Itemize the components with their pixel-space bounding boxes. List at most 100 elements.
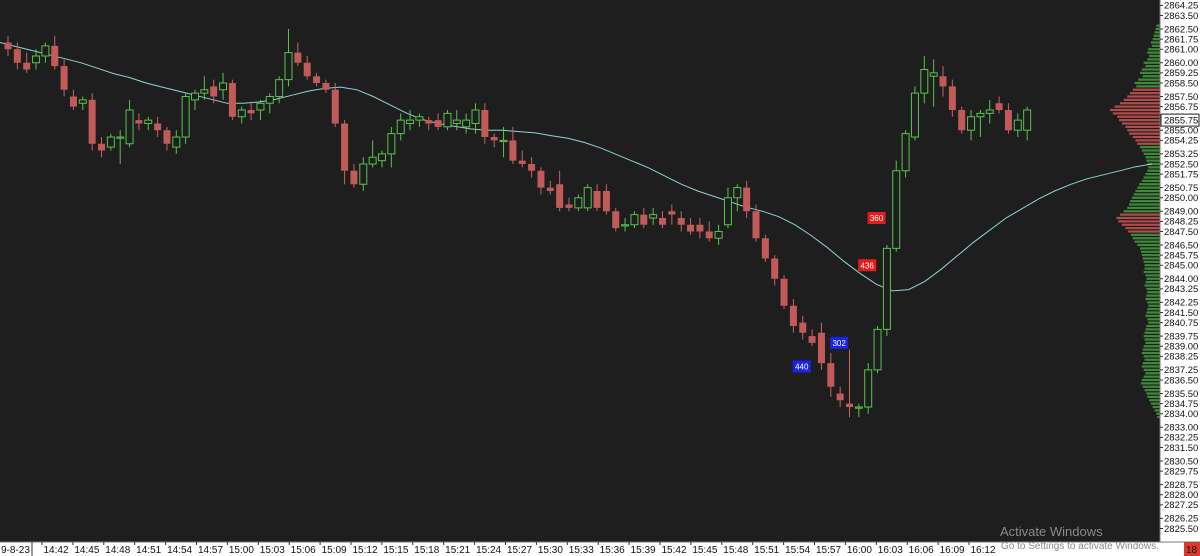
candle[interactable]: [163, 126, 171, 151]
candle[interactable]: [854, 403, 863, 418]
candle[interactable]: [640, 207, 648, 229]
candle[interactable]: [528, 157, 536, 178]
candle[interactable]: [331, 83, 339, 127]
candle[interactable]: [368, 140, 377, 168]
candle[interactable]: [583, 184, 592, 212]
candle[interactable]: [350, 164, 358, 188]
candle[interactable]: [574, 194, 583, 212]
candle[interactable]: [228, 79, 236, 121]
candle[interactable]: [808, 329, 816, 347]
candle[interactable]: [882, 245, 891, 337]
order-marker-436[interactable]: 436: [858, 259, 877, 272]
candle[interactable]: [659, 211, 666, 229]
candle[interactable]: [172, 130, 181, 154]
candle[interactable]: [901, 130, 910, 178]
candle[interactable]: [752, 204, 760, 242]
candle[interactable]: [98, 137, 105, 158]
candle[interactable]: [359, 157, 368, 191]
candle[interactable]: [976, 110, 985, 137]
candle[interactable]: [995, 96, 1003, 114]
candle[interactable]: [144, 116, 153, 131]
candle[interactable]: [799, 315, 807, 340]
candle[interactable]: [322, 79, 330, 94]
candle[interactable]: [499, 126, 508, 158]
order-marker-302[interactable]: 302: [830, 336, 849, 349]
candle[interactable]: [154, 116, 162, 137]
plot-area[interactable]: [0, 0, 1160, 542]
candle[interactable]: [191, 89, 199, 110]
candle[interactable]: [256, 99, 265, 121]
candle[interactable]: [181, 93, 190, 144]
candle[interactable]: [32, 49, 41, 70]
candle[interactable]: [378, 150, 386, 168]
candle[interactable]: [406, 110, 415, 131]
candle[interactable]: [116, 130, 125, 164]
candle[interactable]: [13, 42, 21, 70]
candle[interactable]: [51, 35, 59, 70]
candle[interactable]: [247, 103, 255, 121]
candle[interactable]: [219, 72, 228, 100]
candle[interactable]: [958, 106, 966, 134]
candle[interactable]: [237, 106, 246, 124]
candle[interactable]: [939, 66, 947, 97]
candle[interactable]: [537, 167, 545, 195]
candle[interactable]: [714, 224, 723, 245]
candle[interactable]: [1013, 113, 1022, 137]
candle[interactable]: [341, 120, 349, 185]
candle[interactable]: [481, 103, 489, 144]
candle[interactable]: [846, 349, 853, 418]
candle[interactable]: [687, 218, 695, 235]
candle[interactable]: [677, 211, 685, 232]
candle[interactable]: [743, 180, 751, 218]
candle[interactable]: [387, 126, 396, 168]
candle[interactable]: [23, 52, 31, 73]
candle[interactable]: [284, 29, 293, 87]
candle[interactable]: [434, 113, 442, 131]
candle[interactable]: [462, 113, 471, 134]
candle[interactable]: [733, 184, 742, 212]
candle[interactable]: [425, 116, 433, 131]
order-marker-440[interactable]: 440: [792, 360, 811, 373]
candle[interactable]: [518, 150, 526, 168]
candle[interactable]: [415, 113, 424, 127]
candle[interactable]: [125, 99, 134, 148]
candle[interactable]: [864, 363, 873, 414]
candle[interactable]: [967, 110, 976, 141]
candle[interactable]: [200, 76, 209, 100]
candle[interactable]: [817, 322, 825, 370]
candle[interactable]: [668, 204, 676, 225]
candle[interactable]: [78, 96, 87, 111]
candle[interactable]: [509, 126, 517, 164]
candle[interactable]: [948, 79, 956, 117]
candle[interactable]: [443, 110, 452, 131]
candle[interactable]: [452, 110, 461, 131]
candle[interactable]: [612, 207, 620, 232]
candle[interactable]: [602, 184, 610, 215]
candle[interactable]: [88, 93, 96, 151]
candle[interactable]: [630, 211, 639, 229]
candle[interactable]: [593, 184, 601, 212]
candle[interactable]: [827, 353, 835, 397]
candle[interactable]: [723, 187, 732, 229]
candle[interactable]: [135, 113, 143, 131]
candle[interactable]: [265, 93, 274, 114]
candle[interactable]: [873, 326, 882, 374]
candle[interactable]: [649, 207, 658, 225]
candle[interactable]: [303, 56, 311, 80]
candle[interactable]: [210, 79, 218, 104]
candle[interactable]: [294, 42, 302, 67]
candle[interactable]: [780, 275, 788, 310]
candle[interactable]: [313, 72, 321, 87]
candle[interactable]: [546, 180, 554, 195]
candle[interactable]: [4, 35, 12, 56]
candle[interactable]: [41, 42, 50, 63]
candle[interactable]: [910, 86, 919, 141]
candle[interactable]: [1004, 103, 1012, 134]
candle[interactable]: [69, 89, 77, 110]
candle[interactable]: [705, 221, 713, 242]
candle[interactable]: [471, 103, 480, 134]
candle[interactable]: [761, 234, 769, 262]
candle[interactable]: [106, 133, 115, 151]
candle[interactable]: [771, 255, 779, 286]
